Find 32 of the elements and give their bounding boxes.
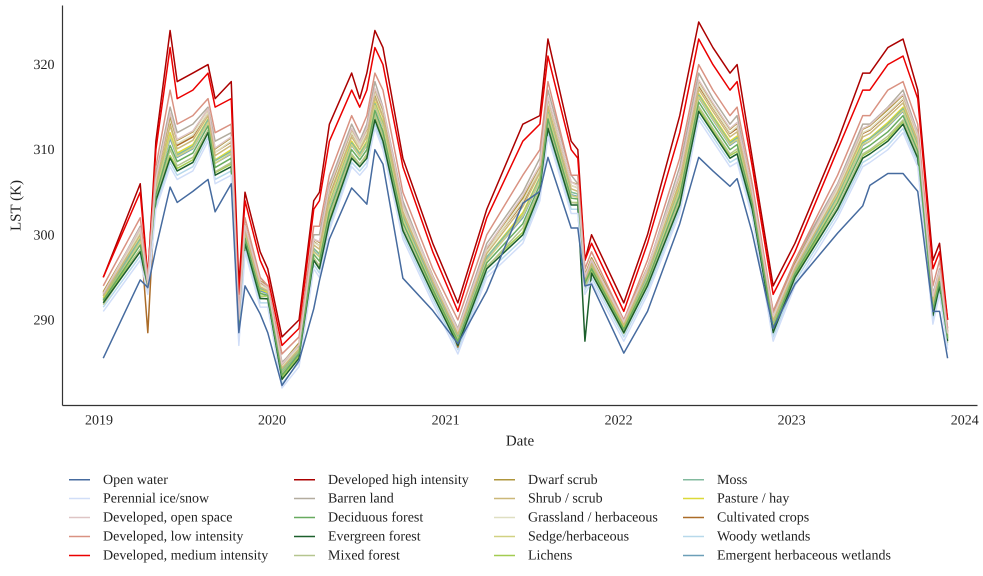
legend-label: Shrub / scrub (528, 492, 603, 506)
x-tick-label: 2023 (778, 414, 806, 428)
legend-label: Dwarf scrub (528, 472, 598, 488)
legend-label: Lichens (528, 548, 572, 564)
y-tick-label: 300 (34, 228, 54, 244)
legend-label: Developed, open space (103, 510, 232, 526)
legend-label: Deciduous forest (328, 510, 424, 526)
x-tick-label: 2022 (604, 414, 633, 428)
x-tick-label: 2021 (432, 414, 460, 428)
x-tick-label: 2024 (950, 414, 979, 428)
legend-label: Open water (103, 472, 168, 488)
legend-label: Sedge/herbaceous (528, 530, 630, 544)
legend-label: Developed high intensity (328, 472, 469, 488)
legend-label: Barren land (328, 492, 394, 506)
x-tick-label: 2020 (258, 414, 286, 428)
legend-label: Mixed forest (328, 548, 400, 564)
legend-label: Evergreen forest (328, 530, 421, 544)
legend-label: Woody wetlands (717, 530, 810, 544)
y-axis-title: LST (K) (8, 180, 24, 231)
y-tick-label: 310 (34, 143, 54, 158)
legend-label: Emergent herbaceous wetlands (717, 548, 891, 564)
legend-label: Cultivated crops (717, 510, 810, 526)
y-tick-label: 290 (34, 313, 54, 328)
legend-label: Perennial ice/snow (103, 492, 210, 506)
x-tick-label: 2019 (85, 414, 114, 428)
legend-label: Pasture / hay (717, 492, 790, 506)
y-tick-label: 320 (34, 58, 54, 74)
x-axis-title: Date (506, 434, 534, 450)
legend-label: Developed, low intensity (103, 530, 244, 544)
legend-label: Developed, medium intensity (103, 548, 268, 564)
legend-label: Grassland / herbaceous (528, 510, 658, 526)
legend-label: Moss (717, 472, 748, 488)
